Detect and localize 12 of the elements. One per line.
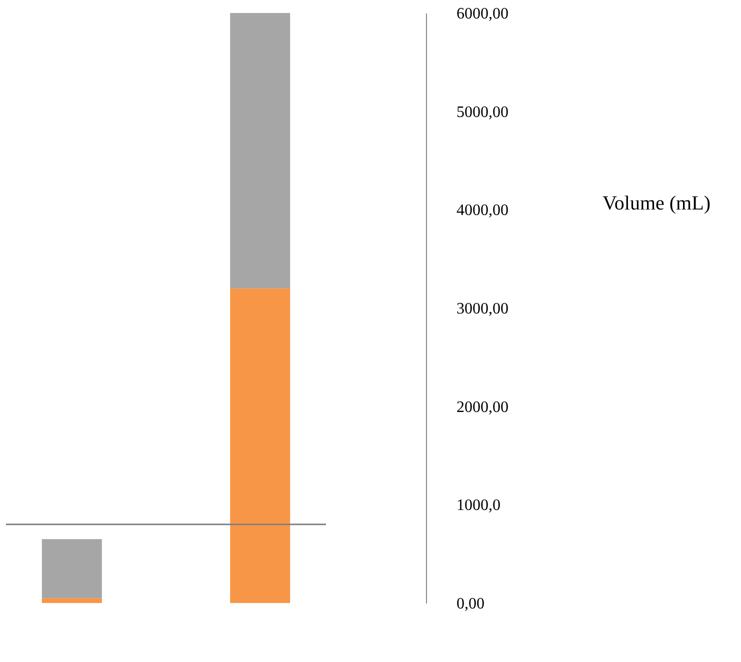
bar	[42, 539, 102, 598]
bar	[230, 13, 290, 288]
y-tick-label: 0,00	[456, 596, 484, 612]
y-tick-label: 4000,00	[456, 202, 508, 220]
y-tick-label: 1000,0	[456, 497, 500, 514]
bar	[230, 288, 290, 603]
y-tick-label: 6000,00	[456, 6, 508, 22]
y-tick-label: 2000,00	[456, 398, 508, 416]
y-tick-label: 3000,00	[456, 300, 508, 318]
bar	[42, 598, 102, 603]
y-axis-title: Volume (mL)	[602, 192, 710, 214]
y-tick-label: 5000,00	[456, 104, 508, 121]
